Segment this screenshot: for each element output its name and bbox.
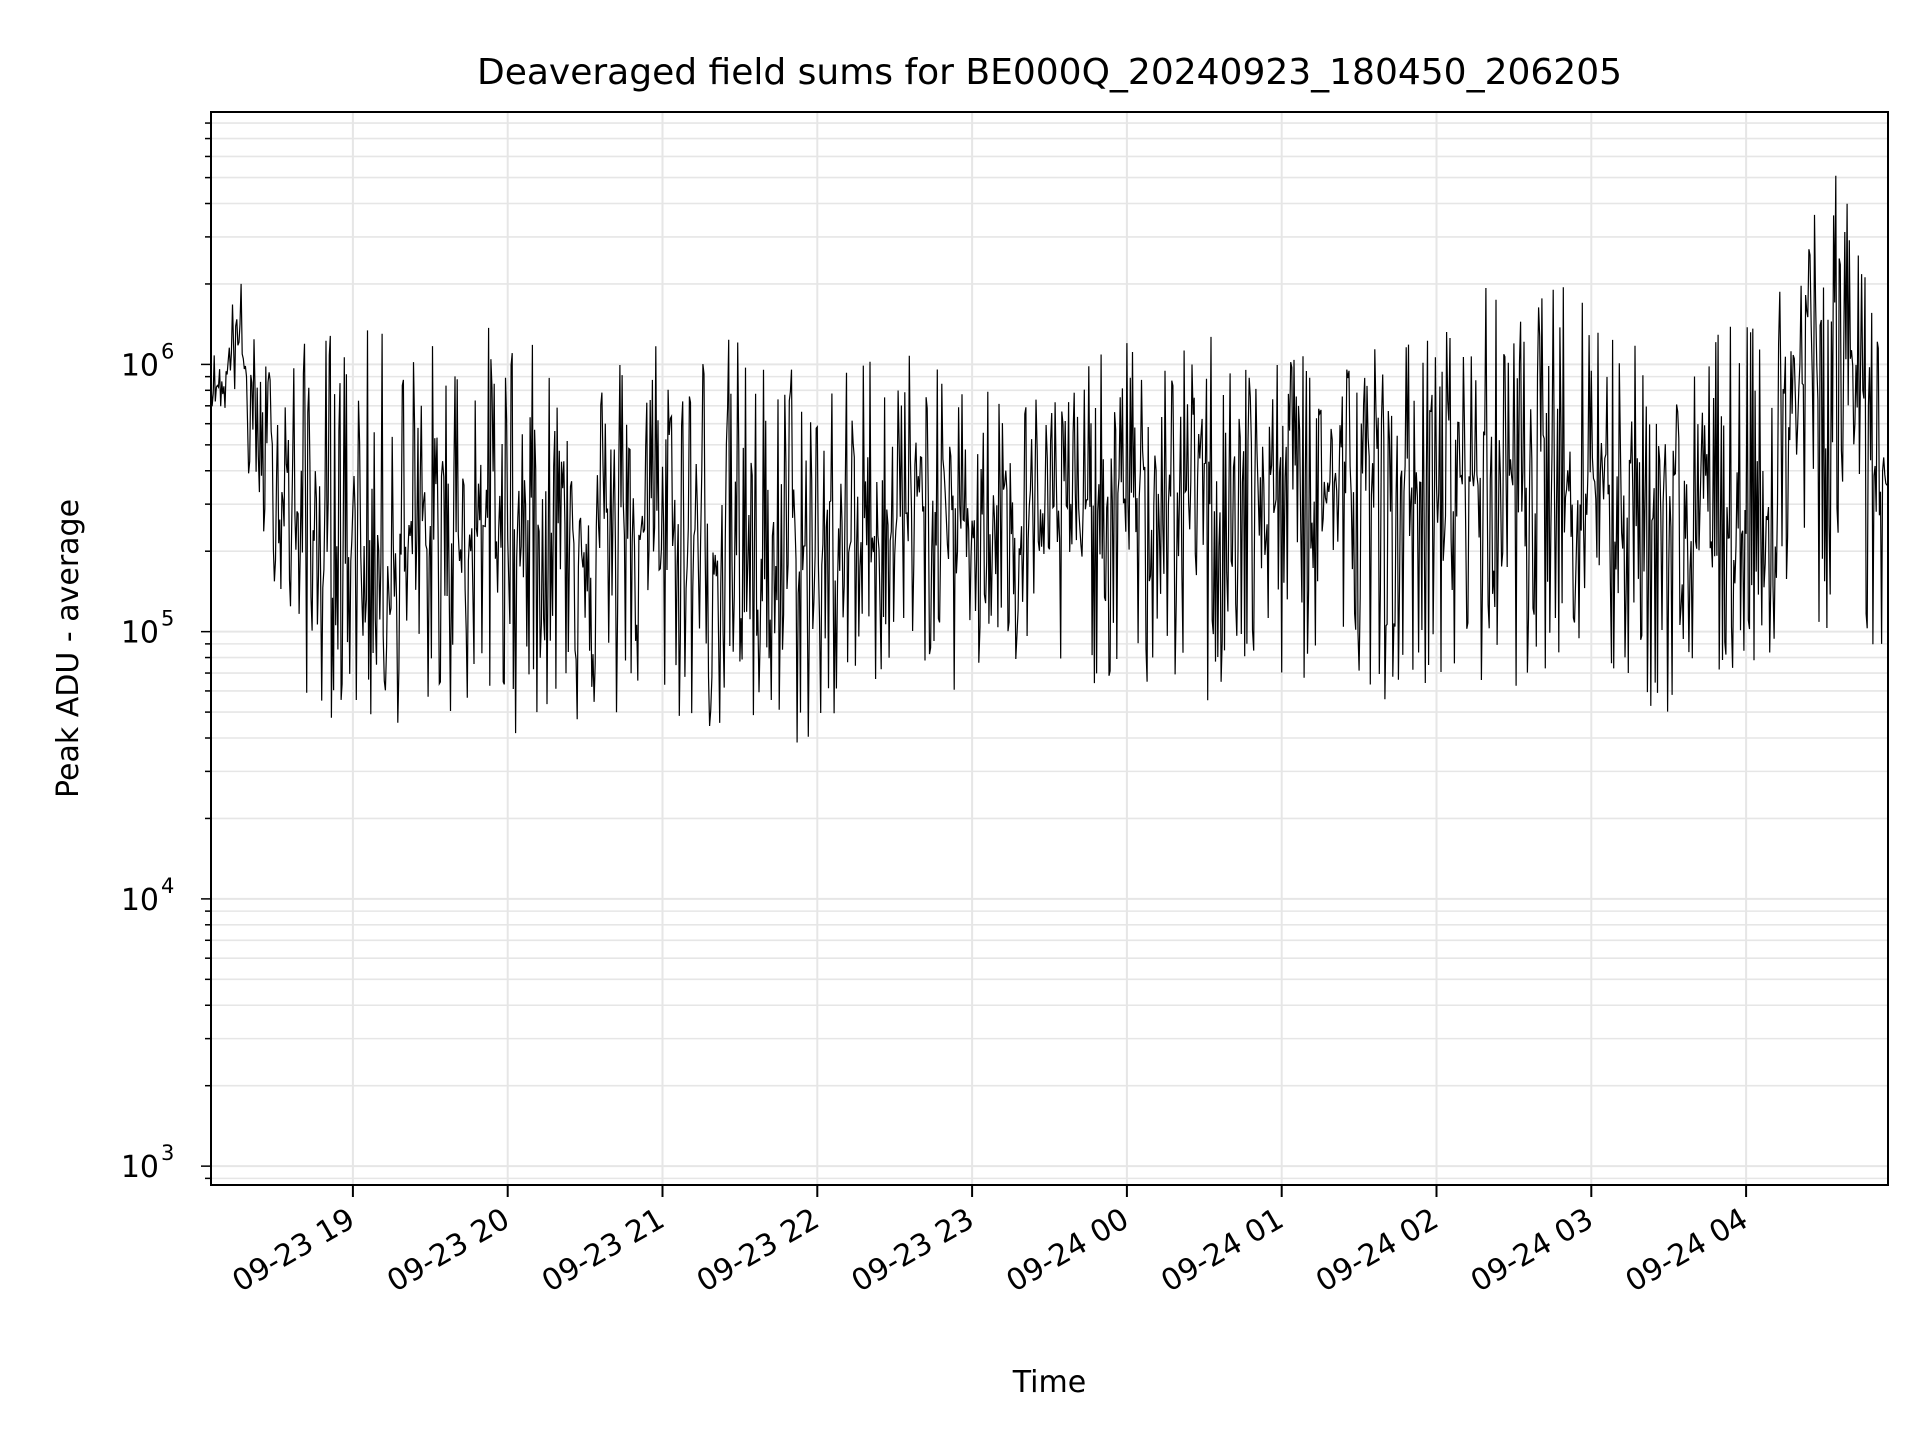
y-tick-exponent: 6: [161, 339, 174, 363]
y-tick-label: 10: [121, 1150, 159, 1185]
y-tick-base: 10: [121, 883, 159, 918]
y-tick-exponent: 4: [161, 874, 174, 898]
x-axis-title: Time: [1012, 1365, 1086, 1400]
series-line: [211, 175, 1888, 743]
chart-title: Deaveraged field sums for BE000Q_2024092…: [477, 52, 1622, 93]
plot-frame: [210, 111, 1889, 1186]
y-tick-label: 10: [121, 348, 159, 383]
y-tick-exponent: 5: [161, 607, 174, 631]
y-tick-exponent: 3: [161, 1141, 174, 1165]
y-tick-base: 10: [121, 348, 159, 383]
axis-ticks: [201, 122, 1748, 1197]
y-tick-base: 10: [121, 616, 159, 651]
y-tick-base: 10: [121, 1150, 159, 1185]
y-tick-label: 10: [121, 883, 159, 918]
series-trace: [211, 175, 1888, 743]
y-axis-title: Peak ADU - average: [51, 499, 86, 798]
y-tick-label: 10: [121, 616, 159, 651]
